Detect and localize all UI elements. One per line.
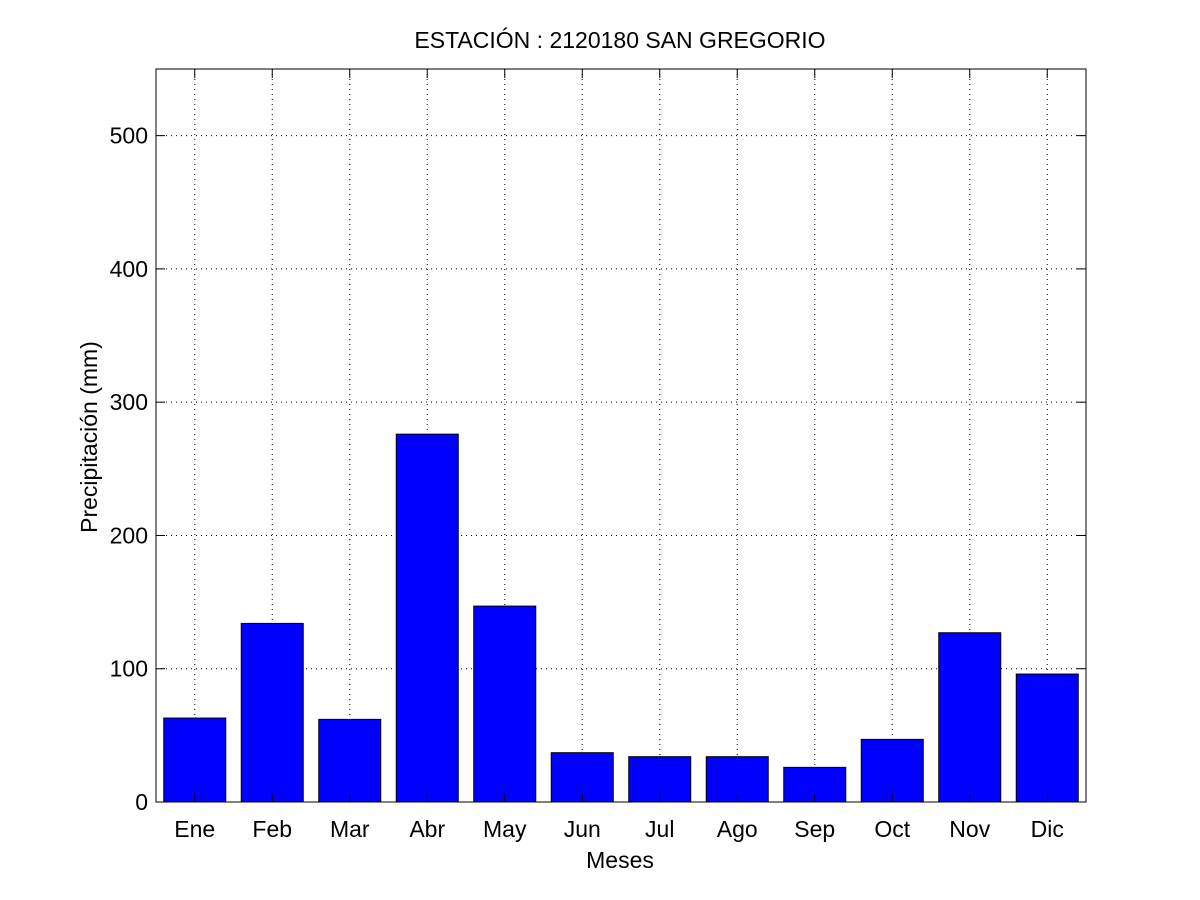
bars bbox=[163, 433, 1079, 803]
bar-feb bbox=[240, 622, 304, 803]
chart-title: ESTACIÓN : 2120180 SAN GREGORIO bbox=[414, 27, 825, 53]
bar-abr bbox=[395, 433, 459, 803]
x-tick-label-may: May bbox=[483, 816, 527, 842]
y-tick-label: 200 bbox=[110, 522, 148, 548]
x-tick-label-mar: Mar bbox=[330, 816, 370, 842]
x-tick-label-sep: Sep bbox=[794, 816, 835, 842]
x-tick-label-abr: Abr bbox=[409, 816, 445, 842]
y-axis-title: Precipitación (mm) bbox=[76, 341, 102, 533]
bar-ene bbox=[163, 717, 227, 803]
bar-nov bbox=[938, 632, 1002, 803]
bar-mar bbox=[318, 718, 382, 803]
y-tick-labels: 0 100 200 300 400 500 bbox=[110, 123, 148, 815]
bar-oct bbox=[860, 738, 924, 803]
x-tick-label-ene: Ene bbox=[174, 816, 215, 842]
bar-may bbox=[473, 605, 537, 803]
x-axis-title: Meses bbox=[586, 847, 654, 873]
y-tick-label: 400 bbox=[110, 256, 148, 282]
x-tick-label-nov: Nov bbox=[949, 816, 990, 842]
y-tick-label: 0 bbox=[135, 789, 148, 815]
x-tick-label-dic: Dic bbox=[1031, 816, 1064, 842]
x-tick-label-oct: Oct bbox=[874, 816, 910, 842]
x-tick-labels: Ene Feb Mar Abr May Jun Jul Ago Sep Oct Nov Dic bbox=[174, 816, 1064, 842]
y-tick-label: 100 bbox=[110, 656, 148, 682]
bar-dic bbox=[1015, 673, 1079, 803]
tick-marks bbox=[156, 69, 1086, 803]
x-tick-label-jun: Jun bbox=[564, 816, 601, 842]
x-tick-label-ago: Ago bbox=[717, 816, 758, 842]
y-tick-label: 500 bbox=[110, 123, 148, 149]
plot-frame bbox=[155, 68, 1087, 803]
x-tick-label-feb: Feb bbox=[252, 816, 292, 842]
y-tick-label: 300 bbox=[110, 389, 148, 415]
x-tick-label-jul: Jul bbox=[645, 816, 674, 842]
